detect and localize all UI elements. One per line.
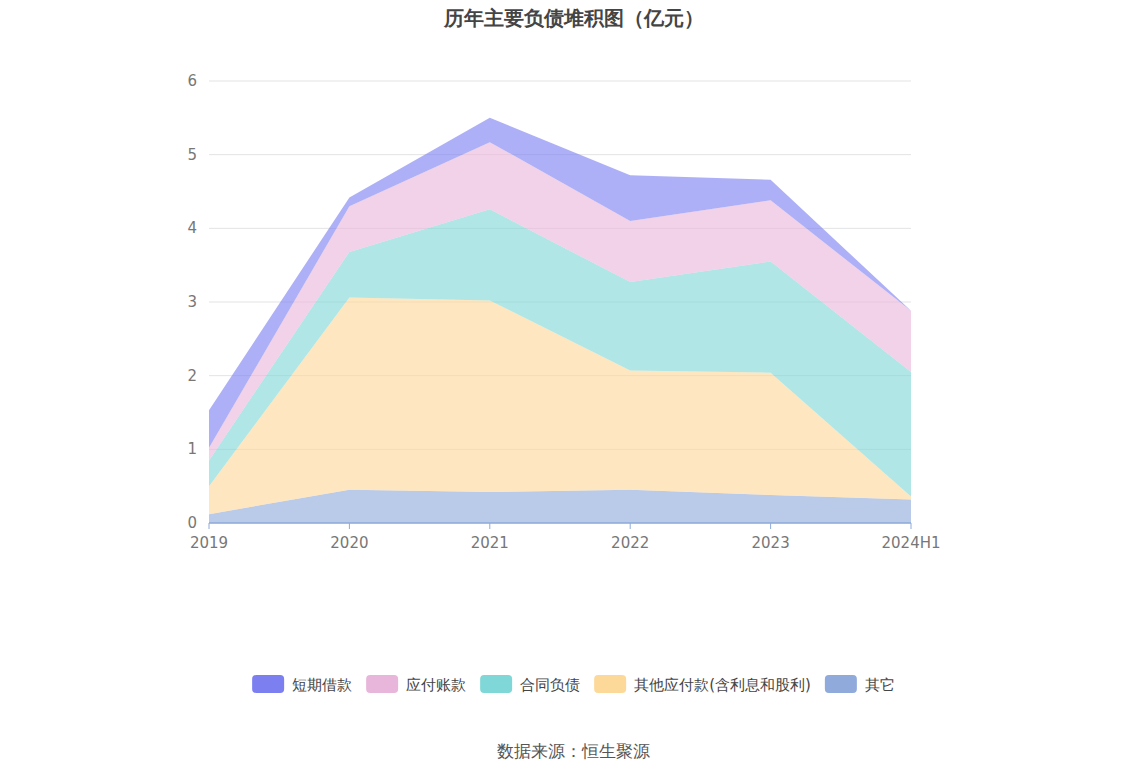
chart-title: 历年主要负债堆积图（亿元） (443, 6, 704, 30)
area (209, 142, 911, 460)
x-tick (489, 523, 490, 529)
x-tick-label: 2021 (471, 534, 509, 552)
legend-label: 合同负债 (520, 676, 580, 694)
plot-area (209, 118, 911, 523)
legend-swatch (594, 675, 626, 693)
y-tick-label: 3 (187, 293, 197, 311)
source-note: 数据来源：恒生聚源 (497, 741, 650, 761)
legend-swatch (825, 675, 857, 693)
legend: 短期借款 应付账款 合同负债 其他应付款(含利息和股利) 其它 (252, 675, 895, 694)
y-tick-label: 4 (187, 219, 197, 237)
x-tick-label: 2022 (611, 534, 649, 552)
legend-swatch (252, 675, 284, 693)
y-tick-label: 2 (187, 367, 197, 385)
legend-label: 其他应付款(含利息和股利) (634, 676, 811, 694)
grid-line (209, 523, 911, 524)
x-tick-label: 2023 (752, 534, 790, 552)
y-tick-label: 1 (187, 440, 197, 458)
x-axis (209, 522, 911, 524)
legend-label: 应付账款 (406, 676, 466, 694)
legend-swatch (480, 675, 512, 693)
y-tick-label: 6 (187, 72, 197, 90)
y-tick-label: 0 (187, 514, 197, 532)
x-tick-label: 2019 (190, 534, 228, 552)
x-tick (770, 523, 771, 529)
x-tick (630, 523, 631, 529)
area (209, 118, 911, 448)
x-tick (911, 523, 912, 529)
legend-swatch (366, 675, 398, 693)
grid-line (209, 81, 911, 82)
legend-label: 短期借款 (292, 676, 352, 694)
x-tick-label: 2020 (330, 534, 368, 552)
x-tick (209, 523, 210, 529)
y-tick-label: 5 (187, 146, 197, 164)
x-tick (349, 523, 350, 529)
legend-label: 其它 (865, 676, 895, 694)
x-tick-label: 2024H1 (882, 534, 941, 552)
